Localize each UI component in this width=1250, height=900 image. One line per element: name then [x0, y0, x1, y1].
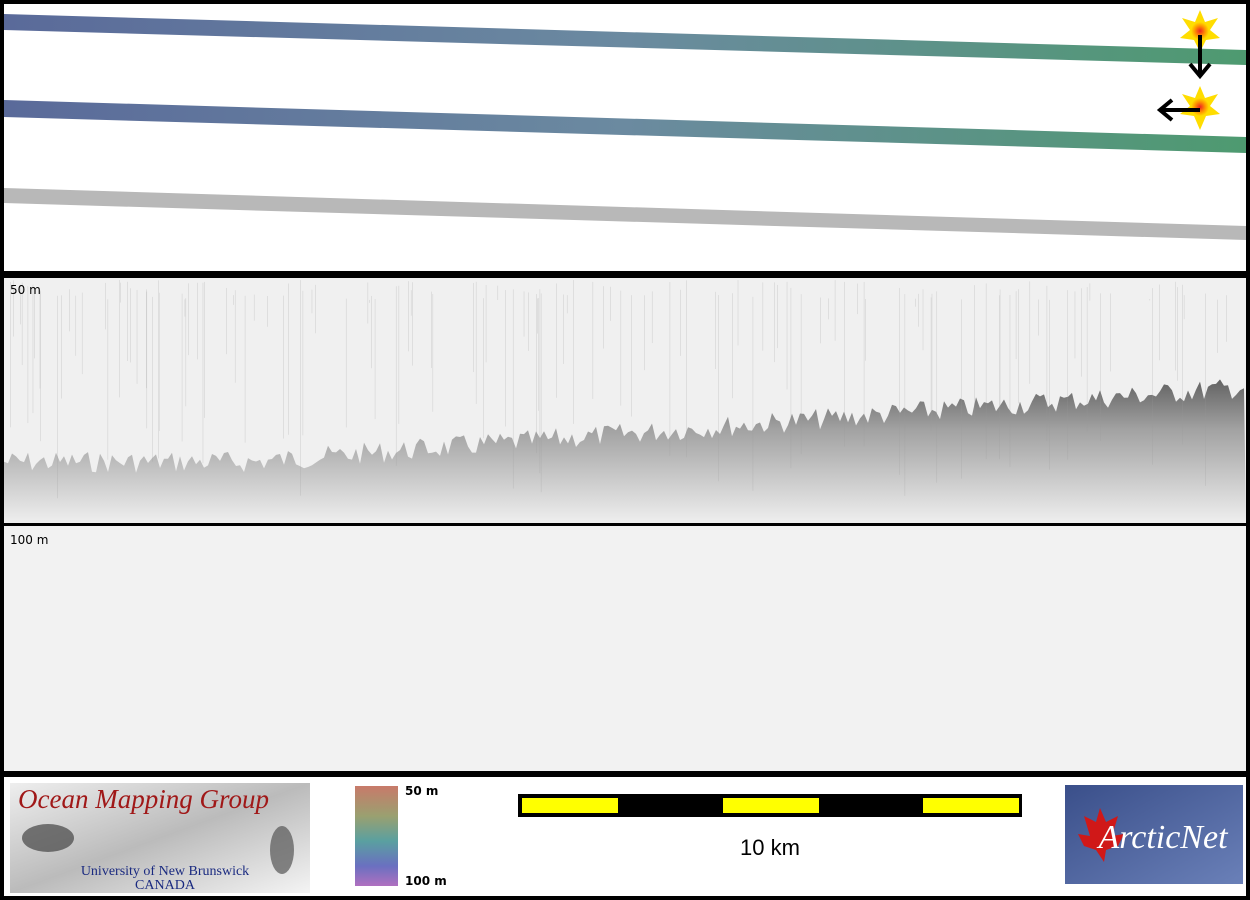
scale-segment [923, 798, 1019, 813]
seabed-reflection [4, 379, 1246, 523]
omg-title: Ocean Mapping Group [18, 784, 269, 814]
profile-panel [4, 526, 1246, 771]
depth-label: 100 m [10, 533, 48, 547]
omg-country: CANADA [135, 878, 196, 893]
scale-segment [522, 798, 618, 813]
swath [4, 14, 1246, 65]
sun-icon [1180, 10, 1220, 80]
maple-leaf [1078, 808, 1124, 862]
color-bar-label: 50 m [405, 784, 438, 798]
seabed-echo [4, 280, 1246, 523]
swath [4, 100, 1246, 153]
logo-graphic [22, 824, 74, 852]
backscatter-swath [4, 188, 1246, 240]
logo-graphic [270, 826, 294, 874]
depth-label: 50 m [10, 283, 41, 297]
color-bar-label: 100 m [405, 874, 447, 888]
omg-university: University of New Brunswick [81, 864, 249, 879]
scale-segment [723, 798, 819, 813]
arcticnet-name: ArcticNet [1096, 819, 1229, 856]
color-bar [355, 786, 398, 886]
sun-icon [1156, 86, 1220, 130]
scale-label: 10 km [740, 835, 800, 860]
